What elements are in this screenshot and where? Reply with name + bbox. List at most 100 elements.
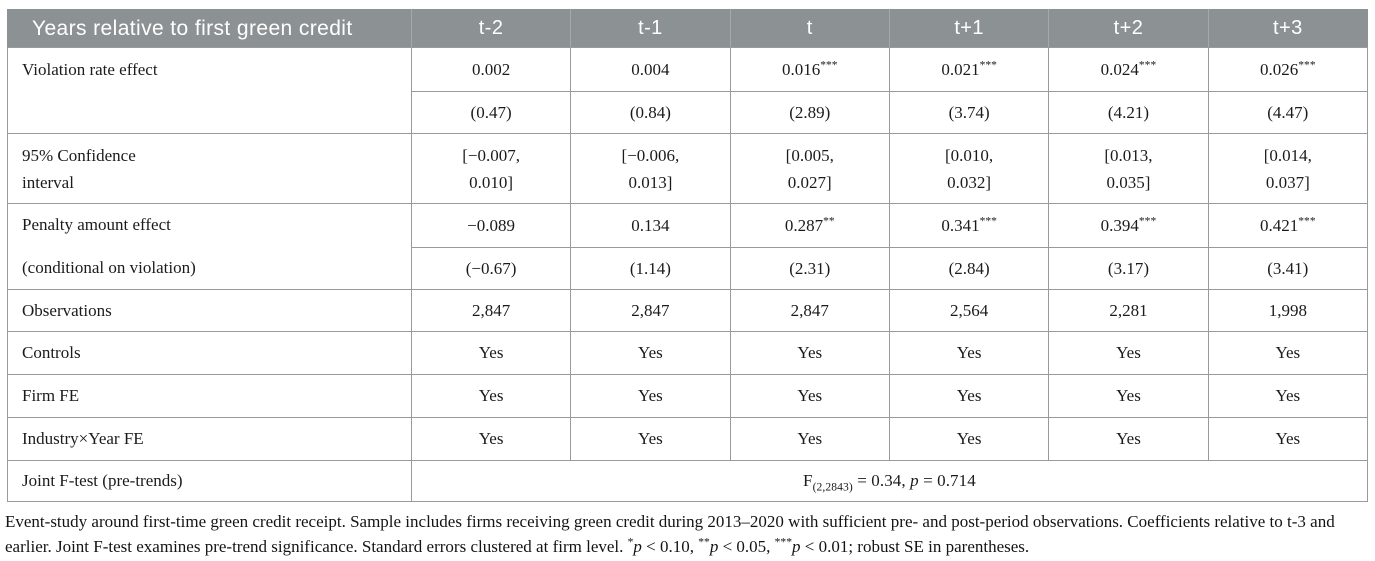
p-symbol: p [791,537,801,556]
value-cell: 2,847 [570,289,731,332]
ci-upper: 0.013] [628,172,673,192]
header-row: Years relative to first green credit t-2… [7,9,1369,48]
col-header-t-plus-2: t+2 [1048,9,1209,48]
ci-upper: 0.027] [787,172,832,192]
ci-upper: 0.037] [1265,172,1310,192]
value-cell: Yes [729,374,890,418]
significance-stars: *** [774,535,792,549]
value-cell: 2,847 [729,289,890,332]
coefficient-cell: 0.021*** [888,47,1050,92]
ci-cell: [0.010, 0.032] [888,133,1050,204]
ci-upper: 0.032] [947,172,992,192]
value-cell: Yes [729,331,890,375]
penalty-amount-coefficient-row: Penalty amount effect (conditional on vi… [7,203,1369,290]
violation-rate-tstat-row: (0.47) (0.84) (2.89) (3.74) (4.21) (4.47… [8,91,1369,134]
coefficient-cell: −0.089 [410,203,572,248]
coefficient-value: −0.089 [467,215,515,235]
row-label-firm-fe: Firm FE [7,374,412,418]
value-cell: 2,281 [1048,289,1209,332]
ci-lower: [−0.006, [621,145,680,165]
significance-stars: * [627,535,634,549]
row-label-joint-f-test: Joint F-test (pre-trends) [7,460,412,502]
t-stat-cell: (3.41) [1207,247,1369,290]
violation-rate-coefficient-row: Violation rate effect 0.002 0.004 0.016*… [7,47,1369,134]
ci-cell: [0.014, 0.037] [1207,133,1369,204]
coefficient-cell: 0.004 [570,47,731,92]
coefficient-value: 0.421 [1260,215,1299,235]
row-label-observations: Observations [7,289,412,332]
ci-upper: 0.010] [469,172,514,192]
observations-row: Observations 2,847 2,847 2,847 2,564 2,2… [7,289,1369,332]
coefficient-cell: 0.016*** [729,47,890,92]
coefficient-value: 0.026 [1260,59,1299,79]
ci-cell: [−0.007, 0.010] [410,133,572,204]
col-header-t-plus-1: t+1 [888,9,1050,48]
ci-lower: [0.010, [945,145,994,165]
coefficient-cell: 0.026*** [1207,47,1369,92]
coefficient-value: 0.287 [784,215,824,235]
row-label-confidence-interval: 95% Confidence interval [7,133,412,204]
joint-f-test-row: Joint F-test (pre-trends) F(2,2843) = 0.… [7,460,1369,502]
significance-stars: *** [1298,213,1316,227]
value-cell: Yes [1207,417,1369,461]
t-stat-cell: (0.84) [570,91,731,134]
col-header-t: t [729,9,890,48]
coefficient-value: 0.134 [631,215,670,235]
coefficient-value: 0.024 [1100,59,1139,79]
label-line: 95% Confidence [22,145,136,165]
row-label-industry-year-fe: Industry×Year FE [7,417,412,461]
value-cell: Yes [888,374,1050,418]
coefficient-cell: 0.024*** [1048,47,1209,92]
f-statistic: F [803,471,813,490]
t-stat-cell: (2.31) [729,247,890,290]
ci-lower: [0.013, [1104,145,1153,165]
significance-threshold: < 0.05, [718,537,775,556]
label-line: interval [22,172,74,192]
value-cell: Yes [1207,374,1369,418]
value-cell: 2,847 [410,289,572,332]
value-cell: Yes [1048,331,1209,375]
significance-threshold: < 0.10, [641,537,699,556]
row-label-violation-rate: Violation rate effect [7,47,412,134]
footnote-text: Event-study around first-time green cred… [5,512,1335,556]
coefficient-cell: 0.341*** [888,203,1050,248]
coefficient-value: 0.016 [781,59,821,79]
significance-stars: *** [1298,57,1316,71]
value-cell: Yes [410,417,572,461]
p-symbol: p [910,471,919,490]
value-cell: Yes [1048,417,1209,461]
ci-cell: [−0.006, 0.013] [570,133,731,204]
significance-stars: *** [979,57,997,71]
f-degrees-of-freedom: (2,2843) [812,480,853,494]
col-header-t-minus-2: t-2 [410,9,572,48]
joint-f-test-value-cell: F(2,2843) = 0.34, p = 0.714 [410,460,1369,502]
significance-threshold: < 0.01; robust SE in parentheses. [800,537,1030,556]
table-footnote: Event-study around first-time green cred… [5,509,1368,559]
t-stat-cell: (3.17) [1048,247,1209,290]
significance-stars: *** [1138,213,1157,227]
ci-cell: [0.005, 0.027] [729,133,890,204]
value-cell: Yes [410,331,572,375]
ci-lower: [0.005, [785,145,834,165]
significance-stars: *** [979,213,997,227]
header-label: Years relative to first green credit [7,9,412,48]
coefficient-cell: 0.394*** [1048,203,1209,248]
significance-stars: ** [823,213,835,227]
significance-stars: *** [1138,57,1157,71]
ci-cell: [0.013, 0.035] [1048,133,1209,204]
value-cell: Yes [410,374,572,418]
p-symbol: p [633,537,642,556]
f-value: = 0.34, [852,471,911,490]
t-stat-cell: (1.14) [570,247,731,290]
firm-fe-row: Firm FE Yes Yes Yes Yes Yes Yes [7,374,1369,418]
t-stat-cell: (4.21) [1048,91,1209,134]
value-cell: 1,998 [1207,289,1369,332]
value-cell: Yes [888,331,1050,375]
label-line: (conditional on violation) [22,257,196,277]
value-cell: Yes [888,417,1050,461]
row-label-penalty-amount: Penalty amount effect (conditional on vi… [7,203,412,290]
confidence-interval-row: 95% Confidence interval [−0.007, 0.010] [… [7,133,1369,204]
value-cell: Yes [1048,374,1209,418]
value-cell: Yes [570,331,731,375]
